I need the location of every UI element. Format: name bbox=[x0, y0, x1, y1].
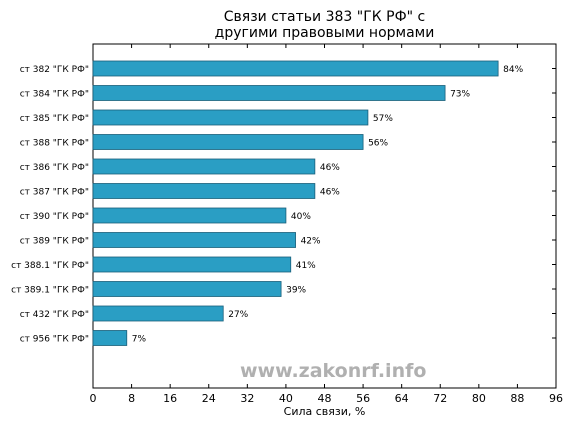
x-tick-label: 56 bbox=[356, 392, 370, 405]
x-tick-label: 72 bbox=[433, 392, 447, 405]
x-tick-label: 24 bbox=[202, 392, 216, 405]
category-label: ст 388 "ГК РФ" bbox=[20, 139, 89, 149]
bar bbox=[92, 256, 292, 273]
x-tick-label: 64 bbox=[395, 392, 409, 405]
value-label: 39% bbox=[286, 286, 306, 296]
bar bbox=[92, 109, 369, 126]
value-label: 56% bbox=[368, 139, 388, 149]
x-tick-label: 88 bbox=[510, 392, 524, 405]
x-tick-label: 80 bbox=[472, 392, 486, 405]
category-label: ст 388.1 "ГК РФ" bbox=[11, 261, 89, 271]
bar bbox=[92, 281, 282, 297]
x-tick-label: 32 bbox=[240, 392, 254, 405]
value-label: 41% bbox=[296, 261, 316, 271]
bar bbox=[92, 85, 446, 101]
x-tick-label: 96 bbox=[549, 392, 563, 405]
x-axis-label: Сила связи, % bbox=[283, 405, 366, 418]
category-label: ст 386 "ГК РФ" bbox=[20, 163, 89, 173]
value-label: 7% bbox=[132, 335, 147, 345]
value-label: 57% bbox=[373, 114, 393, 124]
category-label: ст 390 "ГК РФ" bbox=[20, 212, 89, 222]
value-label: 46% bbox=[320, 163, 340, 173]
bar bbox=[92, 330, 128, 346]
value-label: 84% bbox=[503, 65, 523, 75]
category-label: ст 384 "ГК РФ" bbox=[20, 90, 89, 100]
value-label: 27% bbox=[228, 310, 248, 320]
category-label: ст 389 "ГК РФ" bbox=[20, 237, 89, 247]
category-label: ст 432 "ГК РФ" bbox=[20, 310, 89, 320]
x-tick-label: 48 bbox=[318, 392, 332, 405]
category-label: ст 382 "ГК РФ" bbox=[20, 65, 89, 75]
x-tick-label: 8 bbox=[128, 392, 135, 405]
chart-title-line2: другими правовыми нормами bbox=[214, 25, 435, 41]
category-label: ст 956 "ГК РФ" bbox=[20, 335, 89, 345]
category-label: ст 385 "ГК РФ" bbox=[20, 114, 89, 124]
bar bbox=[92, 183, 316, 199]
watermark: www.zakonrf.info bbox=[240, 360, 427, 382]
bar bbox=[92, 60, 499, 77]
value-label: 73% bbox=[450, 90, 470, 100]
bar bbox=[92, 207, 287, 224]
x-tick-label: 40 bbox=[279, 392, 293, 405]
bar bbox=[92, 134, 364, 150]
x-tick-label: 0 bbox=[90, 392, 97, 405]
x-tick-label: 16 bbox=[163, 392, 177, 405]
chart-title-line1: Связи статьи 383 "ГК РФ" с bbox=[223, 9, 426, 25]
category-label: ст 387 "ГК РФ" bbox=[20, 188, 89, 198]
category-label: ст 389.1 "ГК РФ" bbox=[11, 286, 89, 296]
bar bbox=[92, 158, 316, 175]
bar bbox=[92, 232, 296, 248]
bar bbox=[92, 305, 224, 322]
value-label: 42% bbox=[301, 237, 321, 247]
value-label: 40% bbox=[291, 212, 311, 222]
value-label: 46% bbox=[320, 188, 340, 198]
